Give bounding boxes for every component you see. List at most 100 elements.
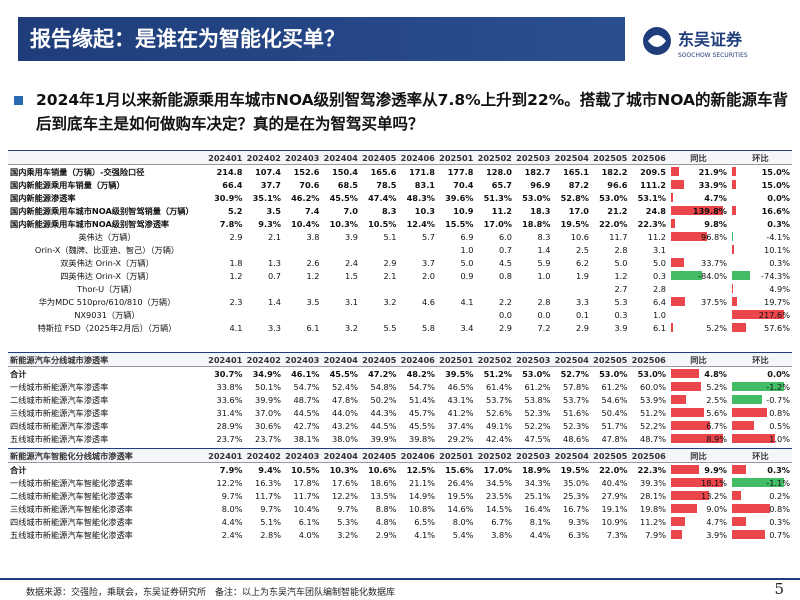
row: 国内新能源渗透率 30.9% 35.1% 46.2% 45.5% 47.4% 48.3% 39… [8,191,792,204]
row: 二线城市新能源汽车智能化渗透率 9.7% 11.7% 11.7% 12.2% 13.5% 1… [8,489,792,502]
cell: 68.5 [337,179,358,190]
cell: 9.7% [260,503,281,514]
value-bar [671,478,723,487]
header-cell: 202406 [398,448,437,463]
cell: 1.0 [652,309,666,320]
cell: 3.9 [344,231,358,242]
cell: -0.7% [729,393,792,406]
cell: 12.2% [331,490,358,501]
cell: 2.8 [537,296,551,307]
cell: 1.8 [229,257,243,268]
cell: 9.9% [668,463,729,477]
header-cell: 环比 [729,150,792,165]
cell: 5.4% [452,529,474,540]
cell: -4.1% [729,230,792,243]
cell [668,243,729,256]
cell: 2.9 [383,257,397,268]
cell: 21.2 [607,205,628,216]
header-cell: 202501 [437,448,476,463]
value-bar [671,323,673,332]
cell: 0.8% [729,502,792,515]
cell: 47.8% [601,433,628,444]
cell: 5.7 [421,231,435,242]
cell: 0.3% [729,463,792,477]
cell: 39.9% [254,394,281,405]
row-label: 双英伟达 Orin-X（万辆） [60,257,154,268]
cell: 4.8% [668,367,729,381]
cell [360,282,399,295]
cell: 7.2 [537,322,551,333]
cell: 53.8% [524,394,551,405]
cell: 52.2% [639,420,666,431]
cell: 51.7% [601,420,628,431]
cell: 5.8 [421,322,435,333]
cell: 53.0% [522,192,551,203]
cell [283,243,322,256]
cell: 7.8% [219,218,243,229]
cell [514,282,553,295]
row: 五线城市新能源汽车智能化渗透率 2.4% 2.8% 4.0% 3.2% 2.9% 4.1% 5… [8,528,792,541]
cell: 2.6 [306,257,320,268]
row-label: 国内新能源渗透率 [10,192,76,203]
cell: 11.2 [647,231,666,242]
cell: 15.6% [445,464,474,475]
header-cell: 202505 [591,150,630,165]
cell: 96.9 [530,179,551,190]
cell: 8.3 [381,205,397,216]
cell: 42.7% [293,420,320,431]
row-label: 三线城市新能源汽车智能化渗透率 [10,503,133,514]
cell: 52.7% [560,368,589,379]
header-cell: 202403 [283,352,322,367]
cell: 17.0% [483,218,512,229]
cell: 3.5 [266,205,281,216]
cell: 53.0% [599,368,628,379]
cell: 3.8% [491,529,512,540]
header-cell: 202403 [283,150,322,165]
row: 三线城市新能源汽车渗透率 31.4% 37.0% 44.5% 44.0% 44.3% 45.… [8,406,792,419]
cell: 47.8% [331,394,358,405]
cell-text: 9.0% [706,503,727,514]
header-cell: 202505 [591,448,630,463]
cell: 50.2% [370,394,397,405]
cell: 6.7% [491,516,512,527]
cell: 17.8% [293,477,320,488]
cell: 7.0 [343,205,358,216]
cell: 128.0 [486,166,512,177]
cell: 6.7% [668,419,729,432]
row: 合计 30.7% 34.9% 46.1% 45.5% 47.2% 48.2% 39.5% 51.… [8,367,792,381]
row-label: 合计 [10,464,27,475]
cell: 22.0% [599,464,628,475]
row: 国内新能源乘用车城市NOA级别智驾渗透率 7.8% 9.3% 10.4% 10.3% 10… [8,217,792,230]
header-cell: 202406 [398,352,437,367]
cell: 4.9% [729,282,792,295]
cell [399,243,438,256]
cell: 0.8% [729,406,792,419]
cell: 26.4% [447,477,474,488]
value-bar [732,284,734,293]
cell: 3.3 [267,322,281,333]
row-label: 五线城市新能源汽车渗透率 [10,433,109,444]
row: 三线城市新能源汽车智能化渗透率 8.0% 9.7% 10.4% 9.7% 8.8% 10.8… [8,502,792,515]
data-table: 新能源汽车分线城市渗透率 202401 202402 202403 202404 2024… [8,352,792,445]
cell: 19.7% [729,295,792,308]
cell: 45.5% [329,192,358,203]
cell: 16.4% [524,503,551,514]
row-label: 四线城市新能源汽车智能化渗透率 [10,516,133,527]
cell-text: 0.0% [767,192,790,203]
cell-text: 15.0% [761,166,790,177]
cell: 182.2 [601,166,628,177]
header-cell: 202501 [437,352,476,367]
cell: 52.6% [485,407,512,418]
header-cell: 202405 [360,448,399,463]
value-bar [732,382,784,391]
cell: 11.7 [609,231,628,242]
cell: 17.0 [568,205,589,216]
cell: 5.0 [652,257,666,268]
cell: 54.6% [601,394,628,405]
cell: 37.7 [260,179,281,190]
value-bar [732,180,736,189]
cell: 10.6 [570,231,589,242]
cell: 47.5% [524,433,551,444]
value-bar [671,219,675,228]
row: 四线城市新能源汽车智能化渗透率 4.4% 5.1% 6.1% 5.3% 4.8% 6.5% 8… [8,515,792,528]
